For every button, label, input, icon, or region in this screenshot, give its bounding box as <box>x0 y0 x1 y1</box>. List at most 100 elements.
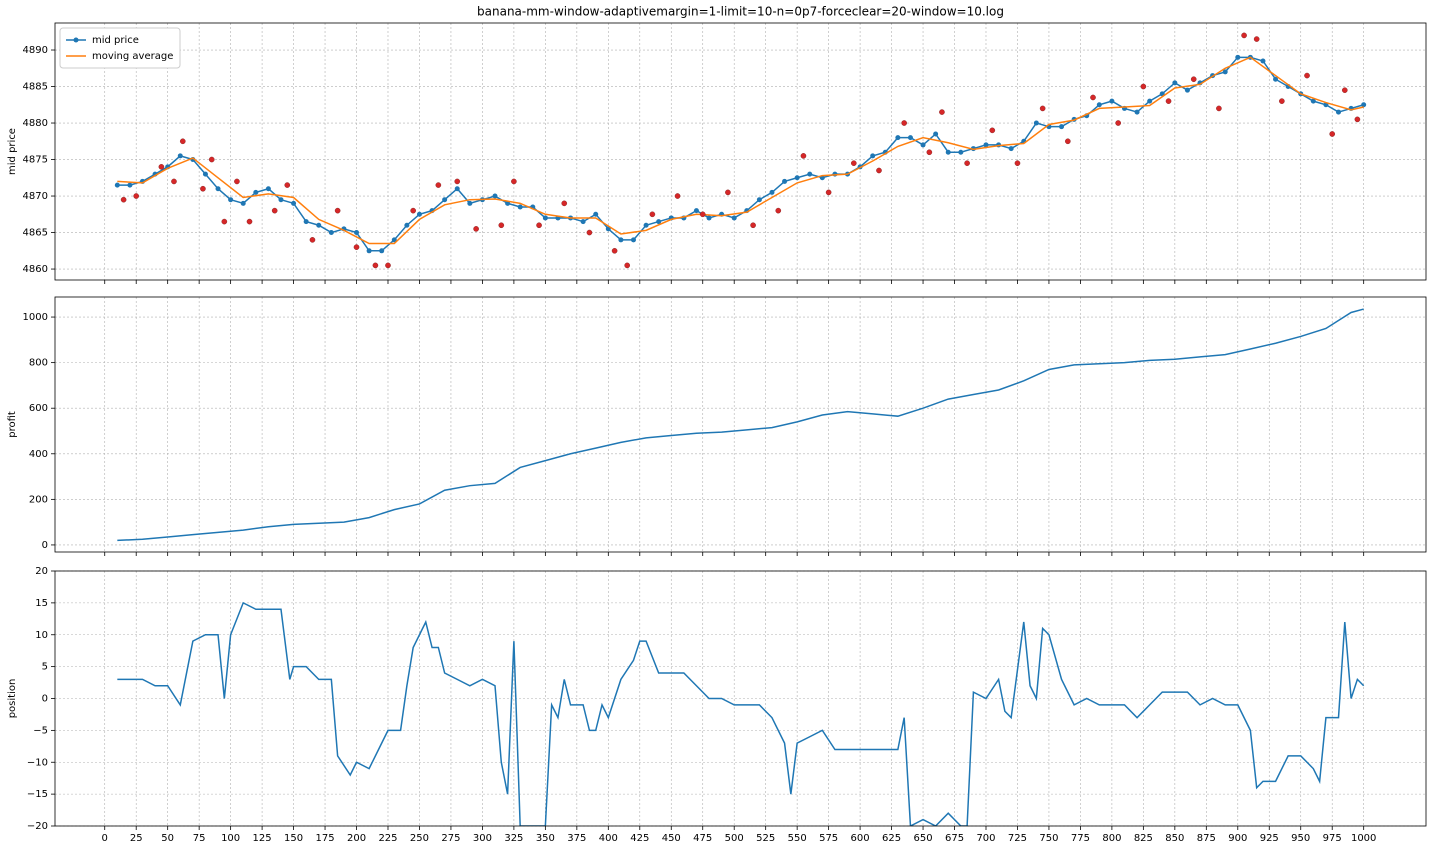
trade-marker <box>825 189 832 196</box>
y-tick-label: 4885 <box>23 82 48 93</box>
trade-marker <box>1304 72 1310 79</box>
y-tick-label: −5 <box>33 725 48 736</box>
data-point <box>1033 120 1039 126</box>
data-point <box>517 204 523 210</box>
x-tick-label: 575 <box>819 833 838 844</box>
data-point <box>593 211 599 217</box>
data-point <box>253 189 259 195</box>
axes-frame <box>54 296 1427 553</box>
trade-marker <box>120 196 127 203</box>
data-point <box>177 153 183 159</box>
trade-marker <box>1190 76 1197 83</box>
data-point <box>895 135 901 141</box>
chart-title: banana-mm-window-adaptivemargin=1-limit=… <box>477 5 1004 19</box>
x-tick-label: 875 <box>1197 833 1216 844</box>
y-tick-label: 4880 <box>23 118 48 129</box>
x-tick-label: 975 <box>1323 833 1342 844</box>
data-point <box>467 200 473 206</box>
data-point <box>328 230 334 236</box>
x-tick-label: 525 <box>756 833 775 844</box>
trade-marker <box>1140 83 1147 90</box>
y-axis-label: mid price <box>7 128 18 175</box>
trade-marker <box>1329 131 1336 137</box>
y-tick-label: −20 <box>27 821 48 832</box>
x-tick-label: 100 <box>221 833 240 844</box>
x-tick-label: 600 <box>851 833 870 844</box>
data-point <box>278 197 284 203</box>
data-point <box>1134 109 1140 115</box>
x-tick-label: 325 <box>504 833 523 844</box>
y-tick-label: 4875 <box>23 155 48 166</box>
y-tick-label: 400 <box>29 449 48 460</box>
x-tick-label: 475 <box>693 833 712 844</box>
trade-marker <box>1039 105 1046 112</box>
trade-marker <box>800 153 807 159</box>
data-point <box>731 215 737 221</box>
series-line <box>117 56 1364 252</box>
trade-marker <box>372 262 379 269</box>
trade-marker <box>1090 94 1096 101</box>
y-tick-label: 20 <box>35 566 48 577</box>
trade-marker <box>674 193 681 199</box>
trade-marker <box>1014 160 1021 166</box>
data-point <box>807 171 813 177</box>
y-tick-label: 0 <box>42 540 48 551</box>
trade-marker <box>1341 87 1348 93</box>
trade-marker <box>699 211 706 218</box>
x-tick-label: 950 <box>1291 833 1310 844</box>
y-tick-label: 4890 <box>23 45 48 56</box>
x-tick-label: 500 <box>725 833 744 844</box>
x-tick-label: 625 <box>882 833 901 844</box>
data-point <box>1147 98 1153 104</box>
data-point <box>983 142 989 148</box>
x-tick-label: 350 <box>536 833 555 844</box>
data-point <box>1059 124 1065 130</box>
series-line <box>117 308 1364 542</box>
data-point <box>1096 102 1102 108</box>
data-point <box>404 222 410 228</box>
trade-marker <box>851 160 857 166</box>
data-point <box>215 186 221 192</box>
data-point <box>354 230 360 236</box>
x-tick-label: 900 <box>1228 833 1247 844</box>
y-tick-label: 4860 <box>23 264 48 275</box>
data-point <box>1336 109 1342 115</box>
x-tick-label: 250 <box>410 833 429 844</box>
data-point <box>542 215 548 221</box>
x-tick-label: 275 <box>441 833 460 844</box>
x-tick-label: 1000 <box>1351 833 1376 844</box>
trade-marker <box>989 127 996 134</box>
y-tick-label: 10 <box>35 630 48 641</box>
trade-marker <box>234 178 240 185</box>
x-tick-label: 400 <box>599 833 618 844</box>
trade-marker <box>611 247 618 254</box>
data-point <box>693 208 699 214</box>
x-tick-label: 700 <box>976 833 995 844</box>
data-point <box>1222 69 1228 75</box>
y-tick-label: 800 <box>29 358 48 369</box>
trade-marker <box>586 229 593 236</box>
trade-marker <box>179 138 186 145</box>
y-axis-label: profit <box>7 411 18 438</box>
trade-marker <box>649 211 656 218</box>
x-tick-label: 550 <box>788 833 807 844</box>
data-point <box>114 182 120 188</box>
x-tick-label: 75 <box>193 833 206 844</box>
x-tick-label: 675 <box>945 833 964 844</box>
trade-marker <box>926 149 933 156</box>
y-tick-label: 600 <box>29 403 48 414</box>
trade-marker <box>284 182 291 188</box>
data-point <box>1260 58 1266 64</box>
trade-marker <box>1279 98 1285 104</box>
data-point <box>1172 80 1178 86</box>
x-tick-label: 25 <box>130 833 143 844</box>
data-point <box>958 149 964 155</box>
x-tick-label: 925 <box>1260 833 1279 844</box>
data-point <box>643 222 649 228</box>
trade-marker <box>435 182 442 188</box>
data-point <box>303 219 309 225</box>
x-tick-label: 175 <box>315 833 334 844</box>
data-point <box>1273 76 1279 82</box>
data-point <box>618 237 624 243</box>
